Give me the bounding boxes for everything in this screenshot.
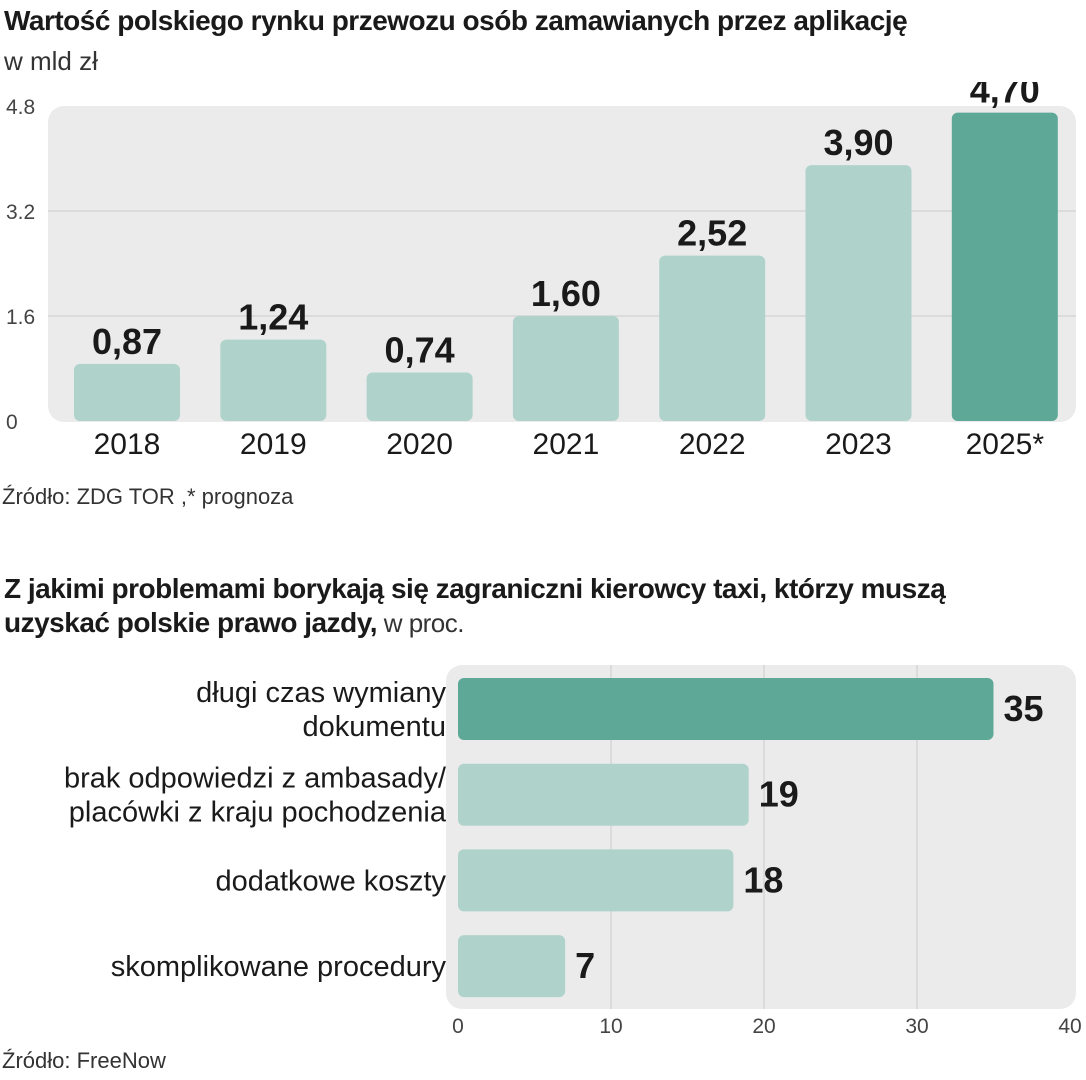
chart1-xtick-label: 2022 [679,428,746,461]
chart2-bar [458,678,994,740]
chart1-data-label: 2,52 [677,213,747,254]
chart1-data-label: 0,74 [385,329,455,370]
chart2-xtick-label: 30 [905,1015,928,1038]
chart1-xtick-label: 2020 [386,428,453,461]
chart1-bar [659,255,766,421]
chart2-data-label: 19 [759,774,799,815]
chart1-data-label: 1,24 [238,297,308,338]
chart1-data-label: 4,70 [970,82,1040,111]
chart2-category-label: dokumentu [303,711,447,743]
chart2-plot-area [446,665,1076,1009]
chart1-bar [951,112,1058,421]
chart1-bar [805,165,912,421]
chart2-xtick-label: 10 [599,1015,622,1038]
chart1-bar [512,316,619,421]
chart2-category-label: skomplikowane procedury [111,951,447,983]
chart1-source: Źródło: ZDG TOR ,* prognoza [2,484,294,509]
chart1-unit: w mld zł [4,46,98,76]
chart2-category-label: długi czas wymiany [196,677,446,709]
chart2-bar [458,763,749,826]
chart2-title-line1: Z jakimi problemami borykają się zagrani… [4,573,946,604]
chart2-title-line2: uzyskać polskie prawo jazdy, [4,607,377,638]
chart2-data-label: 7 [575,945,595,986]
chart1-ytick-label: 3.2 [6,201,35,224]
chart1-bar [220,339,327,421]
chart2-data-label: 35 [1004,688,1044,729]
chart2-xtick-label: 20 [752,1015,775,1038]
chart1-xtick-label: 2019 [240,428,307,461]
chart2-category-label: placówki z kraju pochodzenia [69,797,447,829]
chart1-ytick-label: 4.8 [6,96,35,119]
chart1-xtick-label: 2018 [94,428,161,461]
chart2-xtick-label: 0 [452,1015,464,1038]
chart2-unit: w proc. [376,608,465,638]
chart1-svg: 0 1.6 3.2 4.8 0,87 2018 1,24 2019 0,74 2020 1,60 20… [6,82,1076,461]
chart2-title: Z jakimi problemami borykają się zagrani… [4,572,946,640]
chart1-xtick-label: 2025* [966,428,1045,461]
chart1-ytick-label: 1.6 [6,306,35,329]
chart1-data-label: 3,90 [823,122,893,163]
chart1-data-label: 0,87 [92,321,162,362]
chart2-category-label: dodatkowe koszty [215,865,446,897]
chart2-data-label: 18 [743,859,783,900]
chart2-bar [458,935,566,998]
chart1-ytick-label: 0 [6,411,18,434]
chart2-category-label: brak odpowiedzi z ambasady/ [64,763,447,795]
chart1-bar [74,363,180,421]
chart1-data-label: 1,60 [531,273,601,314]
chart2-source: Źródło: FreeNow [2,1048,166,1073]
chart1-title: Wartość polskiego rynku przewozu osób za… [4,5,908,36]
chart2-bar [458,849,734,912]
chart1-xtick-label: 2023 [825,428,892,461]
chart2-xtick-label: 40 [1058,1015,1081,1038]
chart1-bar [366,372,473,421]
chart1-xtick-label: 2021 [533,428,600,461]
